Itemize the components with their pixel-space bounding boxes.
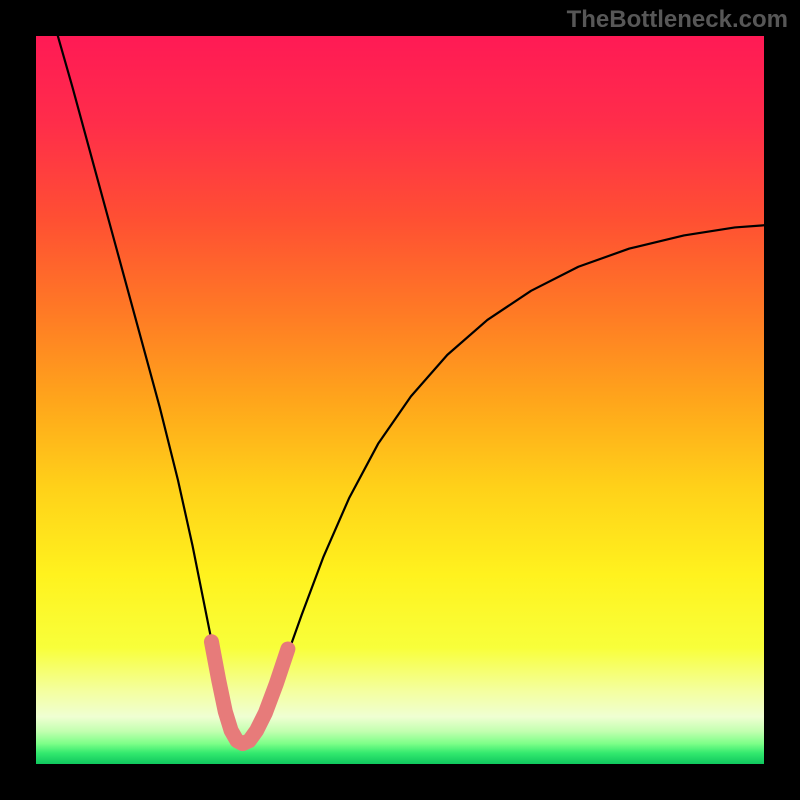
bottleneck-curve-chart xyxy=(36,36,764,764)
chart-background-gradient xyxy=(36,36,764,764)
watermark-text: TheBottleneck.com xyxy=(567,6,788,34)
chart-plot-area xyxy=(36,36,764,764)
chart-outer-frame: TheBottleneck.com xyxy=(0,0,800,800)
